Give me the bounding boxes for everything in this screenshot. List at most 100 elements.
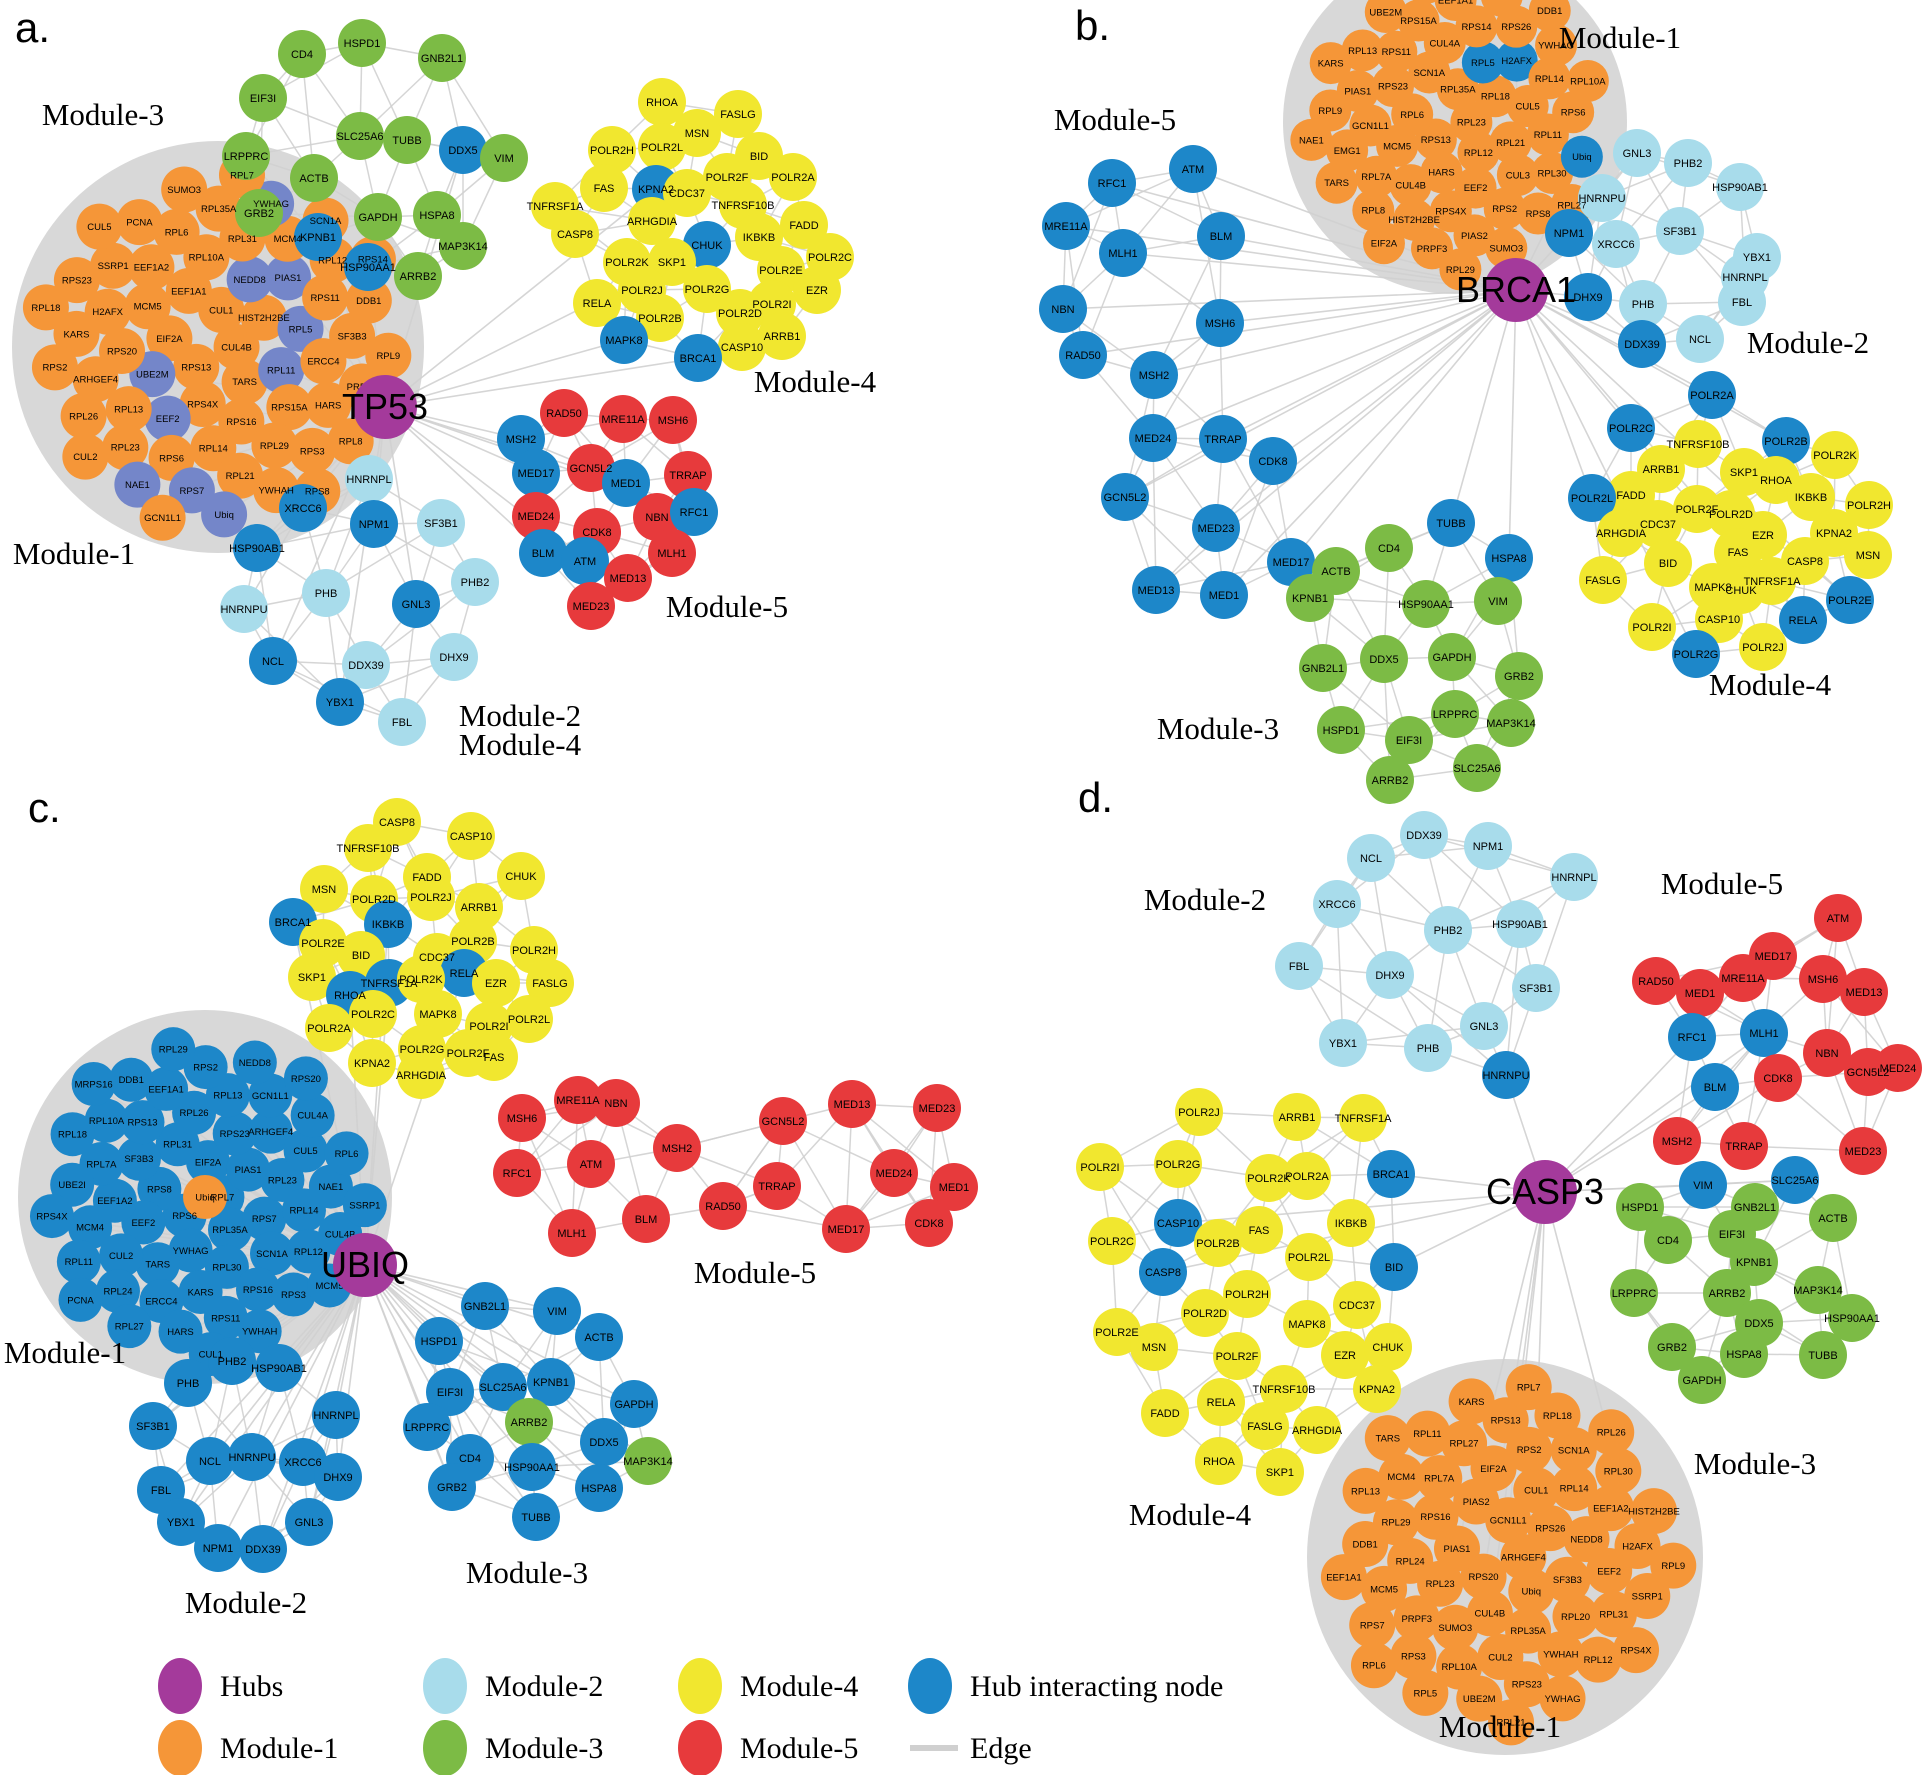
- node-GNB2L1[interactable]: [418, 34, 466, 82]
- node-Ubiq[interactable]: [183, 1175, 227, 1219]
- node-NAE1[interactable]: [114, 461, 161, 508]
- node-NCL[interactable]: [186, 1437, 234, 1485]
- node-VIM[interactable]: [1474, 577, 1522, 625]
- node-MED23[interactable]: [913, 1084, 961, 1132]
- node-RPS4X[interactable]: [29, 1194, 74, 1239]
- node-RFC1[interactable]: [1088, 159, 1136, 207]
- node-DDB1[interactable]: [1528, 0, 1571, 32]
- node-RPS7[interactable]: [242, 1196, 287, 1241]
- node-BID[interactable]: [1644, 539, 1692, 587]
- node-POLR2H[interactable]: [1223, 1270, 1271, 1318]
- node-KPNA2[interactable]: [1353, 1365, 1401, 1413]
- node-HSP90AB1[interactable]: [1496, 900, 1544, 948]
- node-UBE2I[interactable]: [50, 1162, 95, 1207]
- node-POLR2L[interactable]: [638, 123, 686, 171]
- node-DDB1[interactable]: [345, 277, 392, 324]
- node-ARHGDIA[interactable]: [628, 197, 676, 245]
- node-EIF3I[interactable]: [1385, 716, 1433, 764]
- node-GAPDH[interactable]: [1678, 1356, 1726, 1404]
- node-SLC25A6[interactable]: [479, 1363, 527, 1411]
- node-GRB2[interactable]: [1648, 1323, 1696, 1371]
- node-ACTB[interactable]: [1809, 1194, 1857, 1242]
- node-DHX9[interactable]: [1564, 273, 1612, 321]
- node-RPL7[interactable]: [1505, 1364, 1552, 1411]
- node-MED23[interactable]: [1192, 504, 1240, 552]
- node-EIF2A[interactable]: [1362, 222, 1405, 265]
- node-MED1[interactable]: [930, 1163, 978, 1211]
- node-POLR2J[interactable]: [1175, 1088, 1223, 1136]
- node-EEF1A1[interactable]: [1320, 1554, 1367, 1601]
- node-RPL18[interactable]: [50, 1112, 95, 1157]
- node-BLM[interactable]: [1691, 1063, 1739, 1111]
- node-DDX39[interactable]: [342, 641, 390, 689]
- node-RPS20[interactable]: [283, 1056, 328, 1101]
- node-MAP3K14[interactable]: [1794, 1266, 1842, 1314]
- node-POLR2H[interactable]: [588, 126, 636, 174]
- node-DDX5[interactable]: [439, 126, 487, 174]
- node-CDK8[interactable]: [905, 1199, 953, 1247]
- node-CHUK[interactable]: [497, 852, 545, 900]
- node-HARS[interactable]: [305, 381, 352, 428]
- node-H2AFX[interactable]: [1614, 1523, 1661, 1570]
- node-RFC1[interactable]: [670, 488, 718, 536]
- node-NPM1[interactable]: [350, 500, 398, 548]
- node-POLR2A[interactable]: [1688, 371, 1736, 419]
- node-SF3B3[interactable]: [329, 312, 376, 359]
- node-PHB[interactable]: [1404, 1024, 1452, 1072]
- node-RPS4X[interactable]: [1613, 1627, 1660, 1674]
- node-RPL13[interactable]: [105, 386, 152, 433]
- node-RPS4X[interactable]: [179, 380, 226, 427]
- node-IKBKB[interactable]: [1787, 473, 1835, 521]
- node-MED1[interactable]: [602, 459, 650, 507]
- node-POLR2B[interactable]: [1194, 1219, 1242, 1267]
- node-GRB2[interactable]: [428, 1463, 476, 1511]
- node-RPL21[interactable]: [1489, 121, 1532, 164]
- node-RPL13[interactable]: [1342, 1467, 1389, 1514]
- node-XRCC6[interactable]: [1313, 880, 1361, 928]
- node-CASP10[interactable]: [718, 323, 766, 371]
- node-ARHGEF4[interactable]: [1500, 1534, 1547, 1580]
- node-NBN[interactable]: [633, 493, 681, 541]
- node-PHB[interactable]: [1619, 280, 1667, 328]
- node-FBL[interactable]: [378, 698, 426, 746]
- node-POLR2I[interactable]: [1076, 1143, 1124, 1191]
- node-PHB[interactable]: [164, 1359, 212, 1407]
- node-FBL[interactable]: [1718, 278, 1766, 326]
- node-VIM[interactable]: [480, 134, 528, 182]
- node-HSPD1[interactable]: [1317, 706, 1365, 754]
- node-TRRAP[interactable]: [753, 1162, 801, 1210]
- node-RPL12[interactable]: [1457, 131, 1500, 174]
- node-NEDD8[interactable]: [232, 1040, 277, 1085]
- node-RAD50[interactable]: [1059, 331, 1107, 379]
- node-NAE1[interactable]: [1290, 118, 1333, 161]
- node-CASP10[interactable]: [1154, 1199, 1202, 1247]
- node-HARS[interactable]: [158, 1309, 203, 1354]
- node-GNL3[interactable]: [1460, 1002, 1508, 1050]
- node-DDB1[interactable]: [109, 1057, 154, 1102]
- node-PHB2[interactable]: [451, 558, 499, 606]
- node-FBL[interactable]: [1275, 942, 1323, 990]
- node-DDX5[interactable]: [580, 1418, 628, 1466]
- node-MSH2[interactable]: [653, 1124, 701, 1172]
- node-KPNB1[interactable]: [1286, 574, 1334, 622]
- node-HIST2H2BE[interactable]: [240, 294, 287, 341]
- node-MED13[interactable]: [828, 1080, 876, 1128]
- node-TARS[interactable]: [135, 1242, 180, 1287]
- node-HNRNPU[interactable]: [1482, 1051, 1530, 1099]
- node-TNFRSF10B[interactable]: [344, 824, 392, 872]
- node-RELA[interactable]: [1779, 596, 1827, 644]
- node-MCM5[interactable]: [124, 283, 171, 330]
- node-RPS2[interactable]: [1483, 187, 1526, 230]
- node-YWHAG[interactable]: [1539, 1675, 1586, 1722]
- node-FASLG[interactable]: [1579, 556, 1627, 604]
- node-DDB1[interactable]: [1342, 1521, 1389, 1568]
- node-HIST2H2BE[interactable]: [1630, 1488, 1677, 1535]
- node-RPS15A[interactable]: [1397, 0, 1440, 42]
- node-TRRAP[interactable]: [1720, 1122, 1768, 1170]
- node-MED13[interactable]: [1132, 566, 1180, 614]
- node-TUBB[interactable]: [383, 116, 431, 164]
- node-RPL9[interactable]: [1650, 1542, 1697, 1589]
- node-RPL27[interactable]: [107, 1304, 152, 1349]
- node-RPS26[interactable]: [1527, 1505, 1574, 1552]
- node-RPS2[interactable]: [31, 344, 78, 391]
